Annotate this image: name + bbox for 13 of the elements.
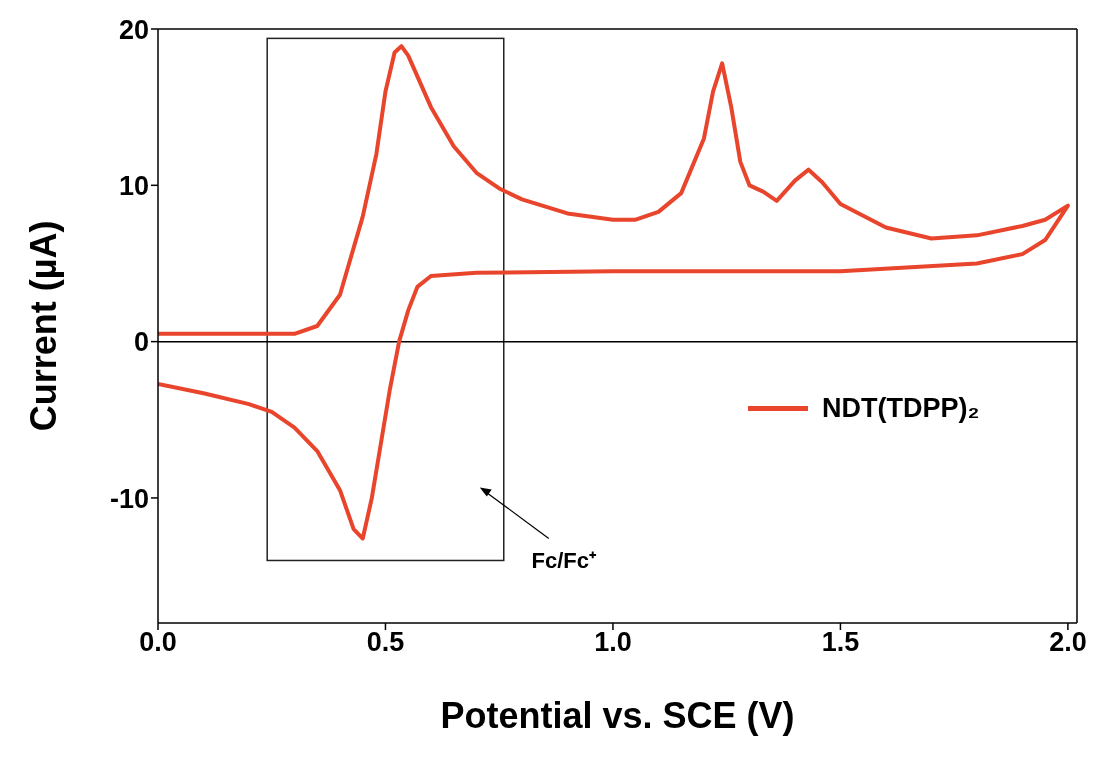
x-tick-label: 0.0 [139, 627, 177, 658]
x-tick-label: 1.5 [821, 627, 860, 658]
y-tick-label: -10 [109, 483, 149, 514]
y-tick-label: 20 [118, 14, 149, 45]
y-tick-label: 0 [133, 327, 149, 358]
x-tick-label: 1.0 [594, 627, 632, 658]
x-tick-label: 0.5 [366, 627, 405, 658]
legend-label: NDT(TDPP)₂ [822, 393, 980, 424]
y-axis-title: Current (µA) [22, 220, 64, 432]
x-tick-label: 2.0 [1049, 627, 1087, 658]
annotation: Fc/Fc⁺ [531, 548, 597, 574]
y-tick-label: 10 [118, 170, 149, 201]
x-axis-title: Potential vs. SCE (V) [440, 695, 795, 736]
